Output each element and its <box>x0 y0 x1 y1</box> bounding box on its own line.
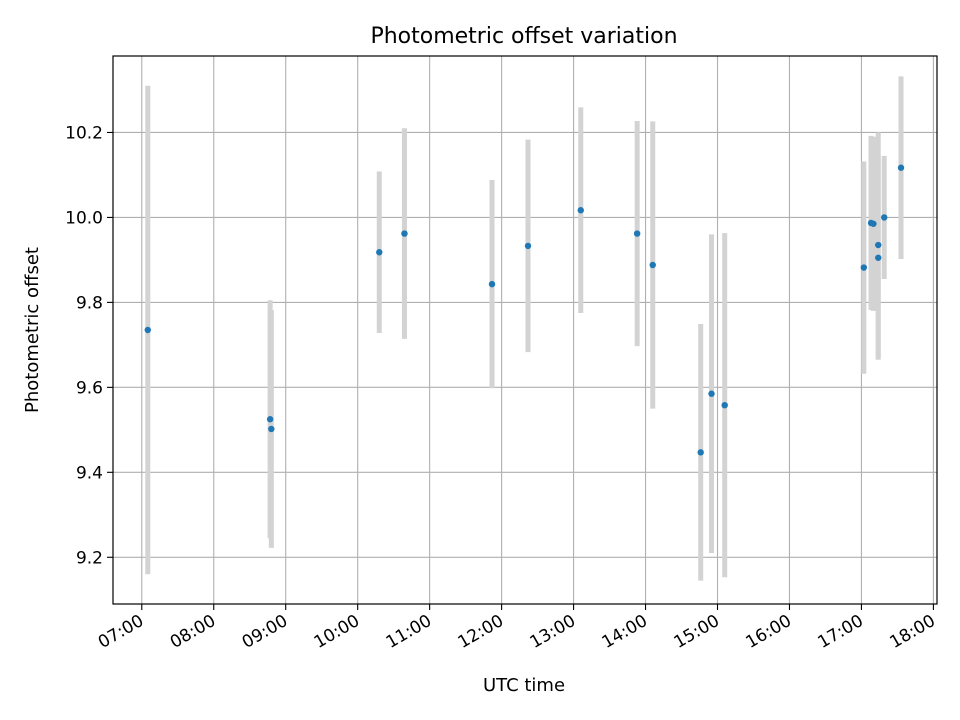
data-point <box>524 242 532 250</box>
data-point <box>144 326 151 334</box>
data-point <box>860 264 868 271</box>
data-point <box>881 214 888 221</box>
data-point <box>897 164 905 171</box>
data-point <box>721 401 728 409</box>
x-tick-label: 07:00 <box>95 611 147 653</box>
x-tick-label: 16:00 <box>743 611 795 653</box>
plot-frame <box>112 55 938 605</box>
x-axis-label: UTC time <box>483 675 565 696</box>
x-tick-label: 12:00 <box>455 611 507 653</box>
y-tick-label: 9.4 <box>76 463 103 483</box>
data-point <box>697 449 704 456</box>
data-point <box>577 207 584 214</box>
data-point <box>870 220 877 227</box>
data-point <box>268 425 275 433</box>
x-tick-label: 13:00 <box>527 611 579 653</box>
y-tick-label: 10.2 <box>65 123 103 143</box>
x-tick-label: 17:00 <box>815 611 867 653</box>
chart-title: Photometric offset variation <box>370 24 677 49</box>
data-point <box>633 230 641 237</box>
x-tick-label: 08:00 <box>167 611 219 653</box>
x-axis: 07:00 08:00 09:00 10:00 11:00 12:00 13:00 14:00… <box>95 604 939 653</box>
data-point <box>488 280 496 288</box>
x-tick-label: 11:00 <box>383 611 435 653</box>
y-tick-label: 9.2 <box>76 548 103 568</box>
x-tick-label: 10:00 <box>311 611 363 653</box>
data-point <box>266 416 274 423</box>
x-tick-label: 18:00 <box>886 611 938 653</box>
data-point <box>649 261 656 269</box>
y-axis-label: Photometric offset <box>22 247 43 413</box>
x-tick-label: 09:00 <box>239 611 291 653</box>
y-axis: 9.2 9.4 9.6 9.8 10.0 10.2 <box>65 123 113 568</box>
data-point <box>376 249 383 256</box>
y-tick-label: 10.0 <box>65 208 103 228</box>
y-tick-label: 9.8 <box>76 293 103 313</box>
data-point <box>708 390 715 397</box>
data-point <box>875 241 882 249</box>
data-points <box>144 164 905 456</box>
x-tick-label: 14:00 <box>599 611 651 653</box>
error-bars <box>145 76 904 581</box>
data-point <box>875 254 882 261</box>
data-point <box>401 230 408 237</box>
x-tick-label: 15:00 <box>671 611 723 653</box>
grid <box>113 56 937 604</box>
y-tick-label: 9.6 <box>76 378 103 398</box>
